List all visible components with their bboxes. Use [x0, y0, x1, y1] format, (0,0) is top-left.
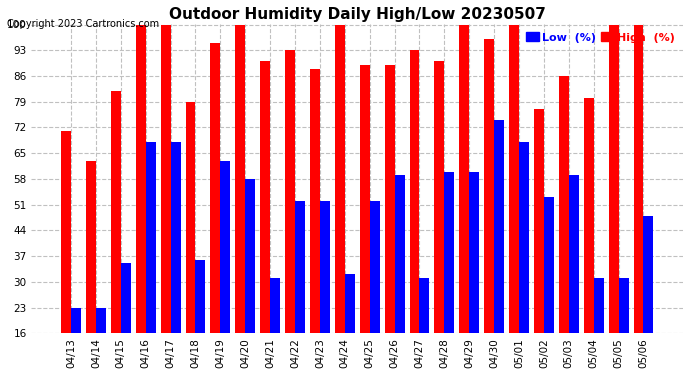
Bar — [619, 278, 629, 375]
Bar — [320, 201, 330, 375]
Bar — [295, 201, 305, 375]
Bar — [435, 61, 444, 375]
Title: Outdoor Humidity Daily High/Low 20230507: Outdoor Humidity Daily High/Low 20230507 — [169, 7, 546, 22]
Bar — [409, 50, 420, 375]
Bar — [484, 39, 494, 375]
Bar — [96, 308, 106, 375]
Bar — [245, 179, 255, 375]
Bar — [71, 308, 81, 375]
Text: Copyright 2023 Cartronics.com: Copyright 2023 Cartronics.com — [7, 19, 159, 29]
Bar — [260, 61, 270, 375]
Bar — [61, 131, 71, 375]
Bar — [633, 24, 644, 375]
Bar — [161, 24, 170, 375]
Bar — [559, 76, 569, 375]
Bar — [210, 43, 220, 375]
Legend: Low  (%), High  (%): Low (%), High (%) — [524, 30, 678, 45]
Bar — [569, 175, 579, 375]
Bar — [220, 160, 230, 375]
Bar — [195, 260, 206, 375]
Bar — [494, 120, 504, 375]
Bar — [285, 50, 295, 375]
Bar — [121, 264, 130, 375]
Bar — [534, 109, 544, 375]
Bar — [170, 142, 181, 375]
Bar — [544, 197, 554, 375]
Bar — [335, 24, 345, 375]
Bar — [111, 91, 121, 375]
Bar — [644, 216, 653, 375]
Bar — [310, 69, 320, 375]
Bar — [609, 24, 619, 375]
Bar — [395, 175, 404, 375]
Bar — [420, 278, 429, 375]
Bar — [519, 142, 529, 375]
Bar — [509, 24, 519, 375]
Bar — [469, 171, 479, 375]
Bar — [146, 142, 156, 375]
Bar — [593, 278, 604, 375]
Bar — [86, 160, 96, 375]
Bar — [460, 24, 469, 375]
Bar — [235, 24, 245, 375]
Bar — [370, 201, 380, 375]
Bar — [584, 98, 593, 375]
Bar — [136, 24, 146, 375]
Bar — [186, 102, 195, 375]
Bar — [444, 171, 454, 375]
Bar — [345, 274, 355, 375]
Bar — [359, 65, 370, 375]
Bar — [384, 65, 395, 375]
Bar — [270, 278, 280, 375]
